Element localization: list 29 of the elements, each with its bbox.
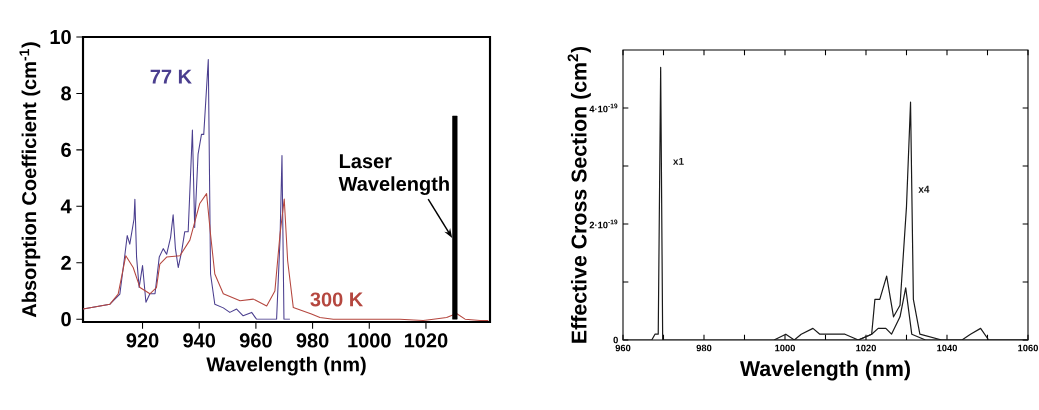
x-tick-label: 1040: [937, 344, 957, 352]
y-tick-label: 4: [60, 199, 72, 214]
series-label: x1: [672, 157, 684, 165]
x-tick-label: 1020: [856, 344, 876, 352]
y-axis-title: Absorption Coefficient (cm$^{-1}$): [19, 42, 41, 318]
series-label: 300 K: [310, 292, 364, 307]
x-tick-label: 980: [296, 333, 329, 348]
y-tick-label: 4·10$^{-19}$: [589, 103, 618, 113]
series-label: Laser Wavelength: [338, 154, 449, 195]
series-label: x4: [918, 185, 930, 193]
y-tick-label: 8: [61, 86, 72, 101]
y-tick-label: 2·10$^{-19}$: [589, 219, 618, 229]
x-tick-label: 940: [183, 333, 216, 348]
x-axis-title: Wavelength (nm): [206, 356, 366, 376]
x-tick-label: 920: [126, 333, 159, 348]
x-tick-label: 960: [615, 344, 631, 352]
y-tick-label: 0: [613, 336, 618, 344]
y-tick-label: 10: [50, 29, 71, 45]
x-tick-label: 980: [696, 344, 712, 352]
x-tick-label: 960: [239, 333, 272, 348]
x-tick-label: 1020: [404, 333, 448, 348]
series-label: 77 K: [150, 69, 192, 84]
x-tick-label: 1060: [1018, 344, 1038, 352]
y-tick-label: 6: [61, 142, 71, 157]
x-tick-label: 1000: [348, 333, 391, 348]
y-tick-label: 2: [61, 255, 71, 270]
x-axis-title: Wavelength (nm): [739, 360, 910, 381]
x-tick-label: 1000: [775, 344, 795, 352]
y-tick-label: 0: [61, 312, 71, 327]
